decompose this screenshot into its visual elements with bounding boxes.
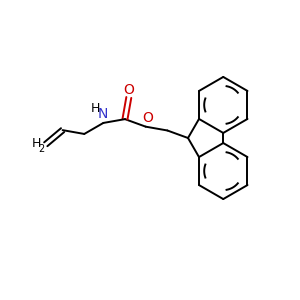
Text: N: N [97, 107, 107, 121]
Text: O: O [123, 83, 134, 98]
Text: 2: 2 [39, 144, 45, 154]
Text: O: O [142, 111, 153, 125]
Text: H: H [91, 103, 100, 116]
Text: H: H [32, 137, 41, 150]
